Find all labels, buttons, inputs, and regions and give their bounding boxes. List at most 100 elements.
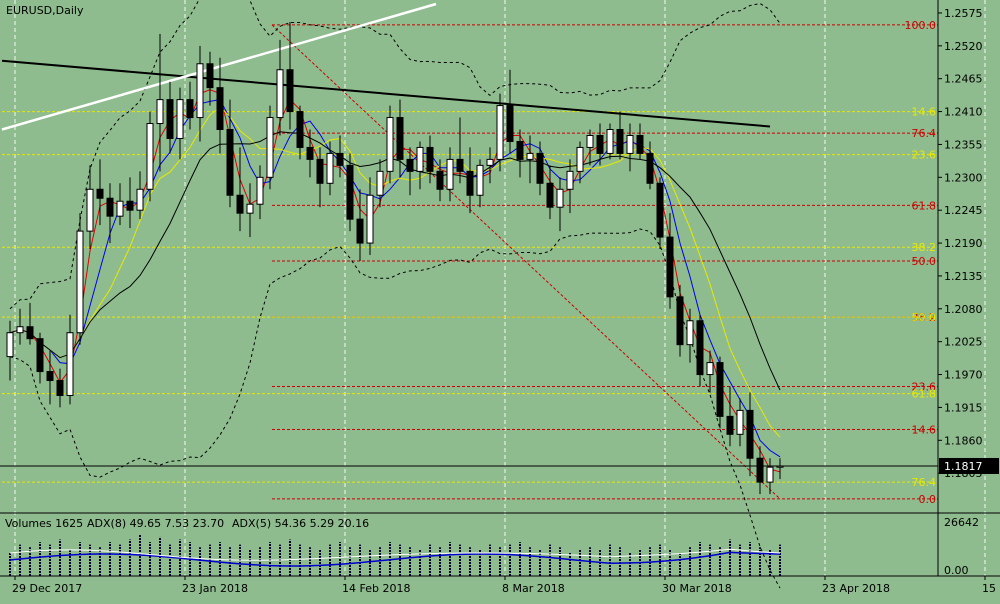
candle-body — [636, 134, 644, 154]
fib-label-yellow: 76.4 — [912, 476, 937, 489]
fib-label-red: 100.0 — [905, 19, 937, 32]
candle-body — [146, 123, 154, 190]
fib-diagonal — [271, 24, 781, 500]
adx-line-blue — [9, 551, 781, 567]
volume-tick-label: 0.00 — [944, 564, 969, 577]
trendlines — [1, 2, 771, 131]
candle-body — [486, 158, 494, 166]
candle-body — [66, 332, 74, 396]
price-tick-label: 1.2190 — [944, 237, 983, 250]
candle-body — [596, 134, 604, 154]
date-tick-label: 15 May 2018 — [982, 582, 1000, 595]
candle-body — [626, 134, 634, 154]
bollinger-lower — [9, 228, 781, 589]
bollinger-upper — [9, 0, 781, 310]
current-price-label: 1.1817 — [944, 460, 983, 473]
trendline-white — [1, 2, 437, 131]
fib-label-red: 14.6 — [912, 424, 937, 437]
price-tick-label: 1.1860 — [944, 434, 983, 447]
volume-title: Volumes 1625 — [5, 517, 83, 530]
price-tick-label: 1.2080 — [944, 303, 983, 316]
date-tick-label: 8 Mar 2018 — [502, 582, 565, 595]
candle-body — [536, 152, 544, 184]
price-axis: 1.2575 1.2520 1.2465 1.2410 1.2355 1.2300 1.22… — [0, 0, 1000, 577]
candle-body — [196, 63, 204, 119]
candle-body — [156, 99, 164, 125]
candle-body — [256, 176, 264, 205]
candle-body — [46, 371, 54, 382]
candle-body — [56, 380, 64, 396]
fib-label-red: 23.6 — [912, 380, 937, 393]
chart-title: EURUSD,Daily — [6, 4, 84, 17]
candle-body — [326, 152, 334, 184]
candle-body — [706, 362, 714, 376]
candle-body — [476, 164, 484, 196]
candle-body — [426, 146, 434, 172]
candle-body — [366, 194, 374, 244]
candle-body — [356, 218, 364, 244]
candle-body — [656, 182, 664, 238]
candle-body — [316, 158, 324, 184]
candle-body — [766, 466, 774, 483]
price-tick-label: 1.2135 — [944, 270, 983, 283]
candle-body — [456, 158, 464, 172]
fib-label-yellow: 23.6 — [912, 149, 937, 162]
candle-body — [6, 332, 14, 358]
candle-body — [496, 105, 504, 160]
adx5-readout: ADX(5) 54.36 5.29 20.16 — [232, 517, 369, 530]
candle-body — [236, 194, 244, 214]
candle-body — [246, 203, 254, 214]
candle-body — [386, 117, 394, 172]
candle-body — [526, 152, 534, 160]
candle-body — [566, 170, 574, 190]
fib-label-yellow: 38.2 — [912, 241, 937, 254]
current-price-marker — [939, 457, 999, 474]
candle-body — [726, 415, 734, 435]
date-tick-label: 23 Jan 2018 — [182, 582, 248, 595]
price-tick-label: 1.2245 — [944, 204, 983, 217]
price-tick-label: 1.2025 — [944, 336, 983, 349]
candle-body — [136, 188, 144, 211]
candle-body — [606, 129, 614, 154]
volume-tick-label: 26642 — [944, 516, 979, 529]
candle-body — [306, 146, 314, 160]
trendline-black — [1, 59, 771, 128]
candle-body — [646, 152, 654, 184]
adx-line-white — [9, 548, 781, 561]
fib-label-yellow: 61.8 — [912, 388, 937, 401]
candle-body — [26, 326, 34, 340]
candlesticks — [6, 21, 784, 495]
candle-body — [186, 99, 194, 119]
fib-label-red: 61.8 — [912, 199, 937, 212]
candle-body — [116, 200, 124, 217]
candle-body — [36, 338, 44, 373]
candle-body — [576, 146, 584, 172]
candle-body — [676, 296, 684, 346]
candle-body — [276, 69, 284, 119]
fibonacci-levels: 100.076.461.850.038.223.614.60.014.623.6… — [2, 19, 938, 506]
fib-label-yellow: 50.0 — [912, 311, 937, 324]
candle-body — [416, 146, 424, 172]
candle-body — [466, 170, 474, 196]
price-tick-label: 1.2575 — [944, 7, 983, 20]
candle-body — [176, 99, 184, 139]
candle-body — [516, 140, 524, 160]
date-tick-label: 23 Apr 2018 — [822, 582, 890, 595]
candle-body — [436, 170, 444, 190]
candle-body — [556, 188, 564, 208]
candle-body — [16, 326, 24, 334]
candle-body — [736, 409, 744, 435]
candle-body — [166, 99, 174, 139]
moving-average-yellow — [9, 106, 781, 438]
candle-body — [406, 158, 414, 172]
candle-body — [336, 152, 344, 166]
candle-body — [86, 188, 94, 232]
candle-body — [586, 134, 594, 148]
bollinger-bands — [9, 0, 781, 589]
candle-body — [696, 320, 704, 376]
candle-body — [546, 182, 554, 208]
candle-body — [296, 111, 304, 148]
